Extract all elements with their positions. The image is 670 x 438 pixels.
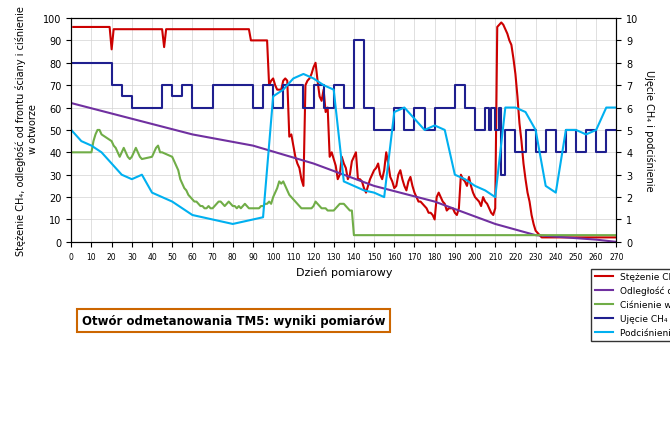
Legend: Stężenie CH₄, %, Odległość od frontu ściany, 5 x m, Ciśnienie w otworze, mmHg, U: Stężenie CH₄, %, Odległość od frontu ści… (591, 269, 670, 341)
Text: Otwór odmetanowania TM5: wyniki pomiarów: Otwór odmetanowania TM5: wyniki pomiarów (82, 314, 386, 327)
X-axis label: Dzień pomiarowy: Dzień pomiarowy (295, 267, 392, 277)
Y-axis label: Ujęcie CH₄ i podciśnienie: Ujęcie CH₄ i podciśnienie (644, 70, 655, 191)
Y-axis label: Stężenie CH₄, odległość od frontu ściany i ciśnienie
 w otworze: Stężenie CH₄, odległość od frontu ściany… (15, 6, 38, 255)
